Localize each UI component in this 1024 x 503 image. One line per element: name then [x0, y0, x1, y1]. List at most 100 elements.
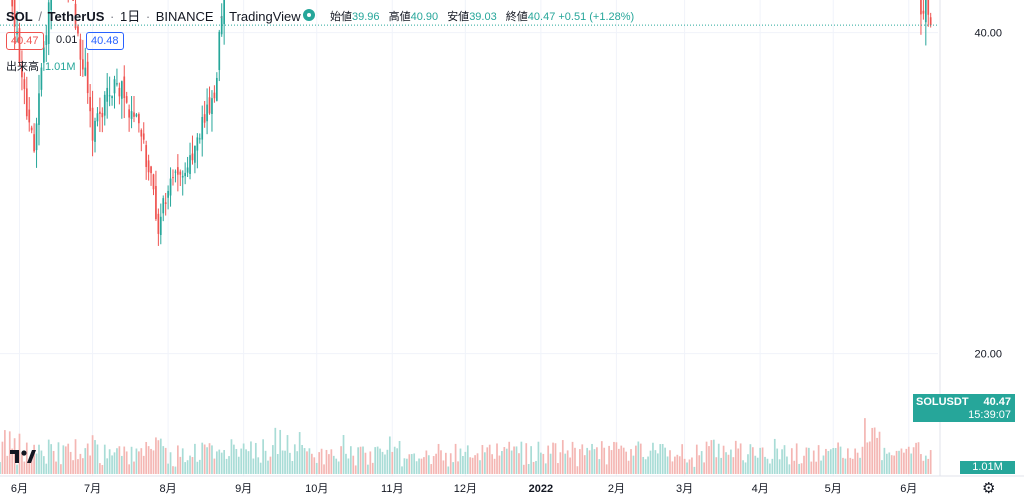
volume-bar	[269, 456, 272, 474]
candle-body	[198, 138, 201, 140]
x-tick-label: 8月	[160, 483, 177, 495]
volume-bar	[128, 464, 130, 474]
candle-body	[128, 109, 130, 118]
candle-body	[33, 134, 35, 152]
last-price-ticker: SOLUSDT	[916, 396, 969, 408]
x-tick-label: 10月	[305, 483, 328, 495]
sell-price-button[interactable]: 40.47	[6, 32, 44, 50]
last-price-value: 40.47	[983, 396, 1011, 408]
volume-bar	[827, 451, 830, 474]
volume-bar	[357, 447, 359, 474]
volume-bar	[47, 439, 50, 474]
volume-bar	[488, 444, 491, 474]
volume-bar	[298, 432, 301, 474]
volume-bar	[84, 448, 87, 474]
volume-bar	[496, 443, 498, 474]
volume-bar	[501, 451, 503, 474]
volume-bar	[917, 442, 920, 474]
volume-bar	[4, 430, 6, 474]
volume-bar	[586, 447, 589, 474]
volume-bar	[184, 462, 187, 474]
volume-bar	[905, 448, 908, 474]
tradingview-logo-icon[interactable]	[10, 447, 36, 465]
volume-bar	[656, 453, 659, 474]
high-value: 40.90	[410, 11, 439, 23]
volume-bar	[191, 457, 194, 474]
market-status-icon[interactable]	[303, 9, 315, 21]
volume-bar	[632, 455, 635, 474]
volume-bar	[508, 441, 511, 474]
volume-bar	[423, 457, 425, 474]
buy-price-button[interactable]: 40.48	[86, 32, 124, 50]
volume-bar	[57, 442, 60, 474]
volume-bar	[459, 448, 462, 474]
volume-bar	[306, 451, 308, 474]
volume-bar	[574, 447, 576, 474]
volume-bar	[715, 457, 718, 474]
volume-bar	[116, 448, 118, 474]
volume-bar	[215, 451, 218, 474]
volume-bar	[600, 441, 603, 474]
volume-bar	[617, 448, 620, 474]
volume-bar	[99, 463, 101, 474]
volume-bar	[203, 444, 206, 474]
volume-bar	[55, 461, 57, 474]
gear-icon[interactable]: ⚙	[982, 480, 996, 497]
volume-bar	[413, 453, 416, 474]
volume-bar	[479, 460, 481, 474]
volume-bar	[101, 465, 104, 474]
volume-bar	[608, 445, 610, 474]
volume-bar	[732, 457, 735, 474]
volume-bar	[320, 448, 323, 474]
volume-bar	[878, 431, 881, 474]
candle-body	[116, 83, 118, 85]
volume-legend[interactable]: 出来高 1.01M	[6, 58, 76, 74]
volume-bar	[162, 446, 165, 474]
volume-bar	[927, 458, 930, 474]
volume-bar	[703, 462, 705, 474]
candle-body	[206, 104, 208, 122]
candle-body	[164, 202, 167, 205]
volume-bar	[666, 456, 669, 474]
volume-bar	[172, 466, 174, 474]
volume-bar	[622, 447, 625, 474]
candle-body	[155, 185, 157, 220]
candle-body	[84, 67, 87, 76]
symbol-header[interactable]: SOL / TetherUS · 1日 · BINANCE · TradingV…	[6, 9, 301, 24]
candle-body	[177, 167, 179, 175]
interval[interactable]: 1日	[119, 9, 141, 24]
volume-bar	[851, 458, 854, 474]
volume-bar	[72, 460, 74, 474]
volume-bar	[776, 448, 779, 474]
candle-body	[135, 114, 138, 117]
volume-bar	[21, 452, 23, 474]
volume-bar	[544, 463, 547, 474]
y-tick-label: 20.00	[974, 349, 1002, 361]
volume-bar	[559, 452, 562, 474]
volume-bar	[328, 454, 330, 474]
candle-body	[113, 79, 116, 94]
low-label: 安値	[447, 11, 470, 23]
volume-bar	[549, 453, 552, 474]
volume-bar	[106, 458, 109, 474]
volume-bar	[929, 450, 932, 474]
volume-bar	[8, 431, 11, 474]
candle-body	[120, 81, 123, 99]
volume-bar	[335, 458, 338, 474]
volume-tag: 1.01M	[960, 461, 1015, 474]
volume-bar	[554, 443, 557, 474]
volume-bar	[388, 436, 391, 474]
volume-bar	[669, 450, 671, 474]
volume-bar	[866, 442, 869, 474]
spread-value: 0.01	[56, 34, 78, 46]
volume-bar	[442, 460, 445, 474]
candle-body	[40, 67, 43, 90]
volume-bar	[518, 453, 520, 474]
volume-bar	[730, 449, 732, 474]
volume-bar	[527, 463, 530, 474]
candle-body	[103, 94, 106, 116]
volume-bar	[678, 456, 681, 474]
ohlc-legend: 始値39.96 高値40.90 安値39.03 終値40.47 +0.51 (+…	[330, 8, 634, 24]
volume-bar	[498, 455, 501, 474]
